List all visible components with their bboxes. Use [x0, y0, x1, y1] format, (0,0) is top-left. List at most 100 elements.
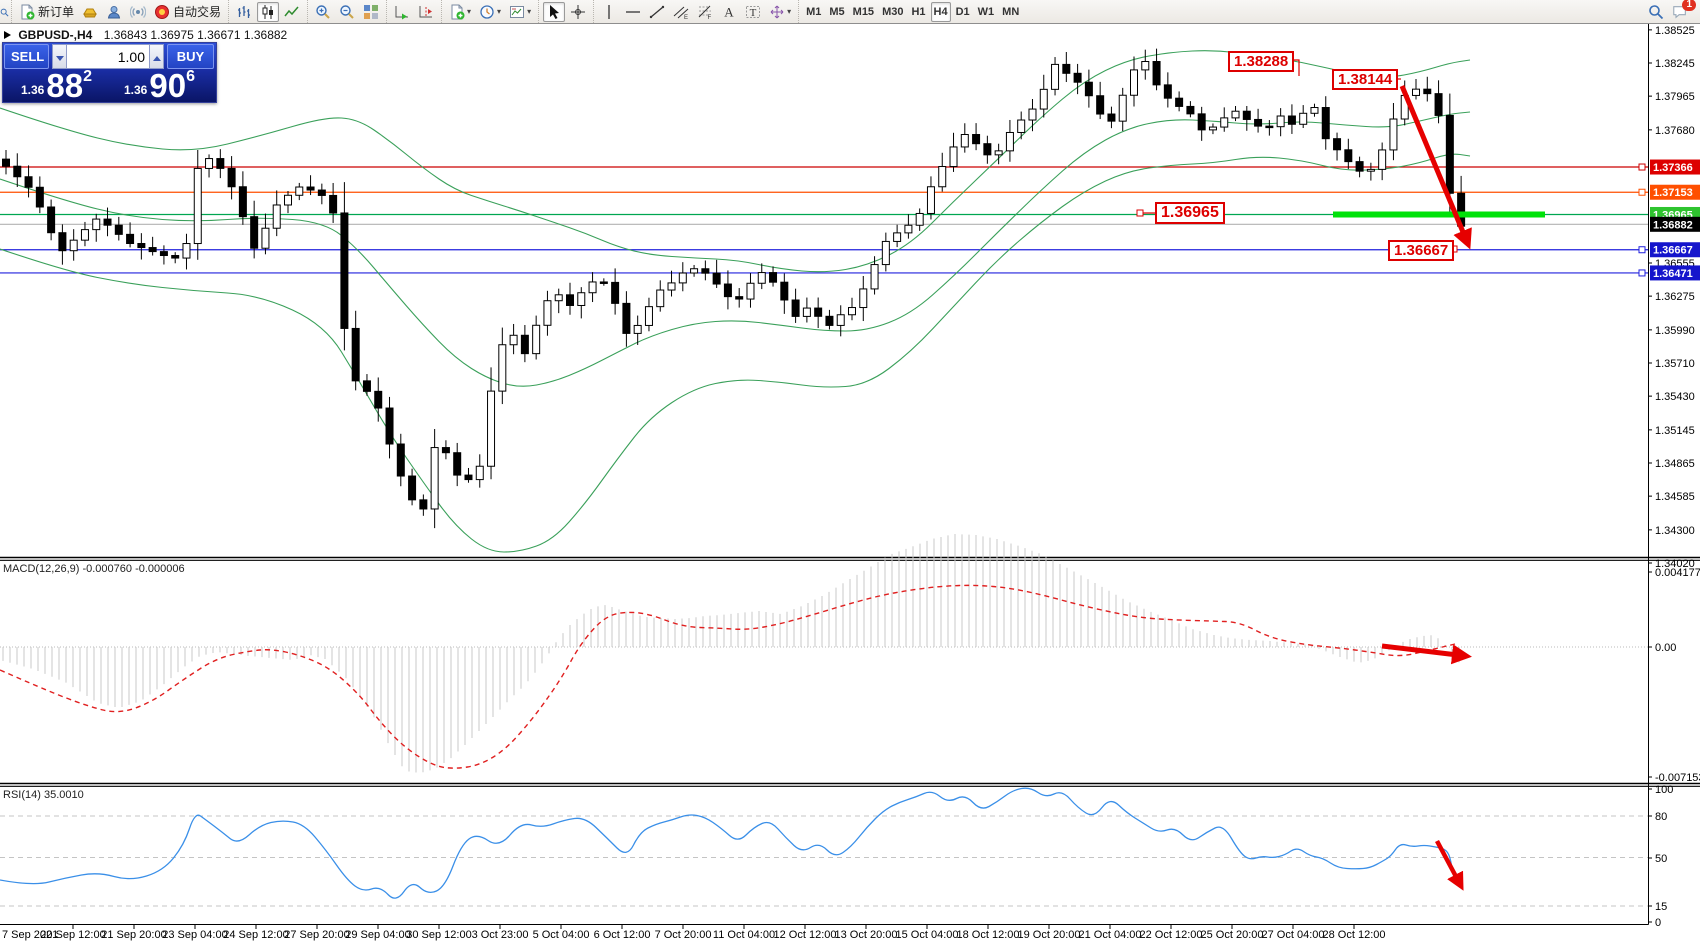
tf-mn[interactable]: MN: [999, 2, 1022, 22]
signal-icon: [130, 4, 147, 20]
volume-input[interactable]: [67, 44, 149, 69]
svg-text:15: 15: [1655, 901, 1667, 913]
svg-text:27 Oct 04:00: 27 Oct 04:00: [1262, 929, 1325, 941]
rsi-line: [0, 787, 1461, 899]
cursor-tool[interactable]: [543, 1, 566, 22]
tf-h4-label: H4: [933, 5, 948, 18]
bid-prefix: 1.36: [21, 83, 45, 97]
red-down-arrow[interactable]: [1435, 839, 1464, 891]
accounts[interactable]: [103, 2, 125, 22]
svg-text:20 Sep 12:00: 20 Sep 12:00: [40, 929, 105, 941]
chart-ohlc-values: 1.36843 1.36975 1.36671 1.36882: [103, 28, 288, 42]
rsi-pane: 100 80 50 15 0: [0, 784, 1673, 929]
red-down-arrow[interactable]: [1381, 643, 1472, 665]
price-annotation-136667[interactable]: 1.36667: [1388, 240, 1455, 261]
svg-text:24 Sep 12:00: 24 Sep 12:00: [223, 929, 288, 941]
bar-chart-mode[interactable]: [233, 2, 255, 22]
fibo-icon: F: [697, 4, 713, 20]
chevron-down-icon: ▾: [497, 7, 502, 16]
buy-button[interactable]: BUY: [167, 44, 214, 69]
auto-scroll[interactable]: [391, 2, 413, 22]
toolbar-group: M1 M5 M15 M30 H1 H4 D1 W1 MN: [798, 0, 1026, 23]
text-tool[interactable]: A: [718, 2, 740, 22]
tf-m5[interactable]: M5: [826, 2, 847, 22]
tf-d1[interactable]: D1: [953, 2, 973, 22]
channel-icon: E: [673, 4, 689, 20]
line-chart-mode[interactable]: [281, 2, 303, 22]
neworder-icon: [19, 4, 35, 20]
notification-badge: 1: [1682, 0, 1696, 11]
volume-decrease-button[interactable]: [52, 44, 67, 69]
svg-text:28 Oct 12:00: 28 Oct 12:00: [1323, 929, 1386, 941]
toolbar: 新订单 自动交易 ▾ ▾ ▾ E F A T ▾ M1 M5 M15 M30 H1 H4 D1 W1 MN 1: [0, 0, 1700, 24]
red-down-arrow[interactable]: [1399, 85, 1472, 250]
trendline-tool[interactable]: [646, 2, 668, 22]
tf-h1-label: H1: [911, 5, 926, 18]
tf-m30-label: M30: [882, 5, 904, 18]
price-annotation-138288[interactable]: 1.38288: [1228, 51, 1295, 72]
chartshift-icon: [418, 4, 434, 20]
svg-text:0.004177: 0.004177: [1655, 567, 1700, 579]
zoom-in[interactable]: [312, 2, 334, 22]
notifications[interactable]: 1: [1669, 0, 1696, 22]
toolbar-group: ▾ ▾ ▾: [441, 0, 538, 23]
autobot-icon: [154, 4, 170, 20]
toolbar-group: [228, 0, 307, 23]
signals[interactable]: [127, 2, 149, 22]
volume-increase-button[interactable]: [149, 44, 164, 69]
ask-main-digits: 90: [149, 67, 187, 104]
chevron-down-icon: ▾: [527, 7, 532, 16]
svg-text:1.35430: 1.35430: [1655, 391, 1695, 403]
svg-text:1.36667: 1.36667: [1653, 245, 1693, 257]
ask-prefix: 1.36: [124, 83, 148, 97]
svg-text:0: 0: [1655, 917, 1661, 929]
svg-text:23 Sep 04:00: 23 Sep 04:00: [162, 929, 227, 941]
tile-windows[interactable]: [360, 2, 382, 22]
tf-h1[interactable]: H1: [908, 2, 928, 22]
candlestick-mode[interactable]: [257, 1, 280, 22]
chart-title: GBPUSD-,H4 1.36843 1.36975 1.36671 1.368…: [4, 28, 287, 42]
arrows-tool[interactable]: ▾: [766, 2, 794, 22]
label-tool[interactable]: T: [742, 2, 764, 22]
tf-m15[interactable]: M15: [850, 2, 877, 22]
tf-m1[interactable]: M1: [803, 2, 824, 22]
rsi-label: RSI(14) 35.0010: [3, 789, 84, 801]
market-watch[interactable]: [79, 2, 101, 22]
vertical-line-tool[interactable]: [598, 2, 620, 22]
zoom-out[interactable]: [336, 2, 358, 22]
price-axis: 1.385251.382451.379651.376801.365551.362…: [0, 23, 1700, 925]
zoomout-icon: [339, 4, 355, 20]
auto-trading[interactable]: 自动交易: [151, 2, 224, 22]
sell-button[interactable]: SELL: [4, 44, 49, 69]
toolbar-group: [538, 0, 593, 23]
new-chart[interactable]: ▾: [446, 2, 474, 22]
new-order[interactable]: 新订单: [16, 2, 77, 22]
tf-w1[interactable]: W1: [975, 2, 998, 22]
svg-text:1.38525: 1.38525: [1655, 25, 1695, 37]
tf-m30[interactable]: M30: [879, 2, 906, 22]
bid-pipette: 2: [83, 68, 92, 85]
crosshair-tool[interactable]: [567, 2, 589, 22]
search[interactable]: [1645, 2, 1667, 22]
bid-price: 1.36 88 2: [5, 68, 108, 102]
horizontal-line-tool[interactable]: [622, 2, 644, 22]
svg-text:1.37153: 1.37153: [1653, 187, 1693, 199]
svg-text:100: 100: [1655, 784, 1673, 796]
linechart-icon: [284, 4, 300, 20]
macd-pane: 0.004177 0.00 -0.007153: [0, 534, 1700, 784]
svg-text:1.36471: 1.36471: [1653, 268, 1693, 280]
fibonacci-tool[interactable]: F: [694, 2, 716, 22]
svg-text:1.38245: 1.38245: [1655, 58, 1695, 70]
chart-shift[interactable]: [415, 2, 437, 22]
tf-h4[interactable]: H4: [930, 1, 951, 22]
periods-menu[interactable]: ▾: [476, 2, 504, 22]
triangle-up-icon: [152, 56, 161, 61]
templates-menu[interactable]: ▾: [506, 2, 534, 22]
price-annotation-136965[interactable]: 1.36965: [1155, 202, 1225, 224]
svg-text:13 Oct 20:00: 13 Oct 20:00: [835, 929, 898, 941]
price-annotation-138144[interactable]: 1.38144: [1332, 69, 1399, 90]
annotations-layer[interactable]: [1136, 59, 1472, 891]
svg-text:1.34020: 1.34020: [1655, 558, 1695, 570]
channel-tool[interactable]: E: [670, 2, 692, 22]
